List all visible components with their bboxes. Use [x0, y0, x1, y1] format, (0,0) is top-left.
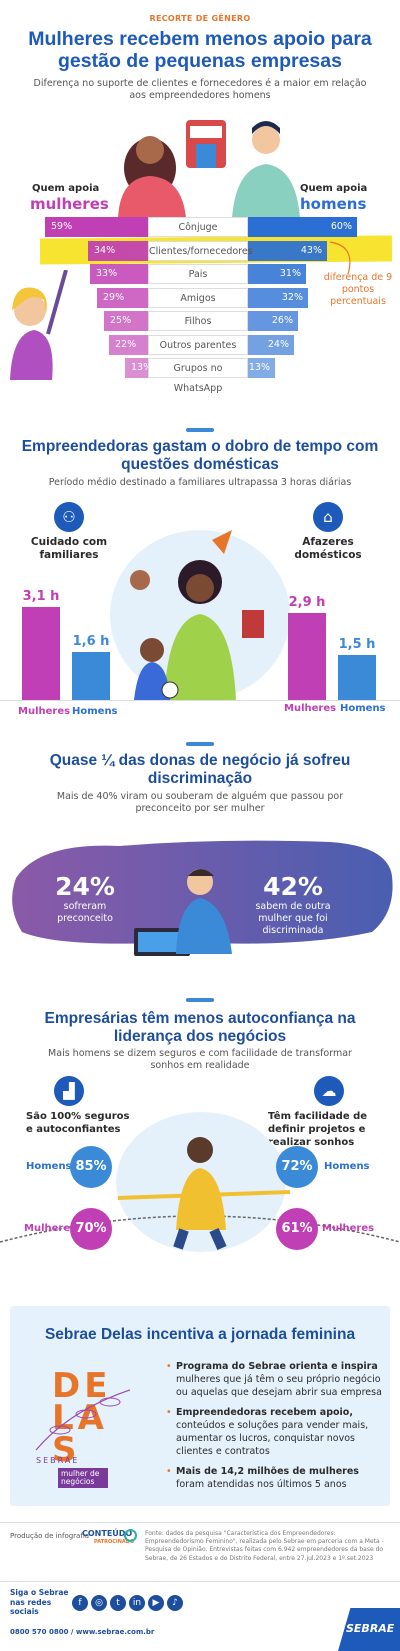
sebrae-logo[interactable]: SEBRAE	[346, 1622, 395, 1635]
tiktok-icon[interactable]: ♪	[167, 1595, 183, 1611]
social-links: f ◎ t in ▶ ♪	[72, 1590, 186, 1611]
tightrope-illustration	[0, 1137, 400, 1250]
footer-contact[interactable]: 0800 570 0800 / www.sebrae.com.br	[10, 1628, 155, 1636]
facebook-icon[interactable]: f	[72, 1595, 88, 1611]
discrimination-right-text: sabem de outra mulher que foi discrimina…	[255, 901, 331, 936]
family-care-icon: ⚇	[54, 502, 84, 532]
multitask-illustration	[130, 530, 264, 700]
confidence-women-left: 70%	[70, 1208, 112, 1250]
time-title: Empreendedoras gastam o dobro de tempo c…	[21, 438, 379, 473]
stairs-icon: ▟	[54, 1076, 84, 1106]
support-category-label: Pais	[148, 264, 248, 284]
confidence-women-right: 61%	[276, 1208, 318, 1250]
confidence-women-label-right: Mulheres	[322, 1223, 375, 1234]
footer-brand-sub: PATROCINADO	[94, 1539, 135, 1545]
page-title: Mulheres recebem menos apoio para gestão…	[28, 28, 372, 72]
idea-cloud-icon: ☁	[314, 1076, 344, 1106]
chores-women-bar	[288, 613, 326, 700]
support-category-label: Filhos	[148, 311, 248, 331]
confidence-men-label-left: Homens	[26, 1161, 72, 1172]
discrimination-right-value: 42%	[263, 872, 323, 901]
delas-title: Sebrae Delas incentiva a jornada feminin…	[44, 1326, 356, 1343]
delas-leaf-art	[35, 1389, 131, 1451]
footer-source: Fonte: dados da pesquisa "Característica…	[145, 1530, 384, 1562]
confidence-men-left: 85%	[70, 1146, 112, 1188]
instagram-icon[interactable]: ◎	[91, 1595, 107, 1611]
support-category-label: Amigos	[148, 288, 248, 308]
delas-logo-text: DELAS	[52, 1366, 112, 1470]
discrimination-subtitle: Mais de 40% viram ou souberam de alguém …	[56, 791, 344, 814]
confidence-right-title: Têm facilidade de definir projetos e rea…	[268, 1111, 368, 1148]
twitter-icon[interactable]: t	[110, 1595, 126, 1611]
confidence-left-title: São 100% seguros e autoconfiantes	[26, 1111, 130, 1135]
support-category-label: Grupos no WhatsApp	[148, 358, 248, 394]
footer-follow: Siga o Sebrae nas redes sociais	[10, 1588, 69, 1616]
care-men-bar-label: 1,6 h	[72, 634, 110, 649]
confidence-men-right: 72%	[276, 1146, 318, 1188]
men-label-1: Quem apoia	[300, 183, 368, 194]
discrimination-left-text: sofreram preconceito	[57, 901, 113, 924]
discrimination-left-value: 24%	[55, 872, 115, 901]
footer-production: Produção de infografia	[10, 1532, 90, 1540]
bullet-icon: •	[166, 1407, 172, 1418]
care-title: Cuidado com familiares	[30, 536, 108, 561]
chores-men-bar-label: 1,5 h	[338, 637, 376, 652]
footer-divider	[0, 1522, 400, 1523]
confidence-subtitle: Mais homens se dizem seguros e com facil…	[48, 1048, 352, 1071]
footer-divider-2	[0, 1581, 400, 1582]
care-women-label: Mulheres	[18, 706, 71, 717]
discrimination-band	[12, 840, 393, 956]
linkedin-icon[interactable]: in	[129, 1595, 145, 1611]
care-men-bar	[72, 652, 110, 700]
delas-bullet: • Mais de 14,2 milhões de mulheres foram …	[166, 1466, 359, 1490]
chores-women-label: Mulheres	[284, 703, 337, 714]
brand-circle-icon	[124, 1529, 137, 1542]
section-tag: RECORTE DE GÊNERO	[149, 14, 251, 23]
delas-bullet: • Empreendedoras recebem apoio, conteúdos…	[166, 1407, 369, 1457]
section-divider	[186, 998, 214, 1002]
confidence-women-label-left: Mulheres	[24, 1223, 77, 1234]
confidence-men-label-right: Homens	[324, 1161, 370, 1172]
section-divider	[186, 742, 214, 746]
delas-logo-brand: SEBRAE	[36, 1456, 80, 1465]
care-women-bar-label: 3,1 h	[22, 589, 60, 604]
house-icon: ⌂	[313, 502, 343, 532]
support-category-label: Outros parentes	[148, 335, 248, 355]
women-label-2: mulheres	[30, 195, 109, 213]
bullet-icon: •	[166, 1466, 172, 1477]
support-category-label: Clientes/fornecedores	[148, 241, 253, 261]
delas-bullet: • Programa do Sebrae orienta e inspira mu…	[166, 1361, 382, 1398]
confidence-title: Empresárias têm menos autoconfiança na l…	[44, 1010, 356, 1045]
chores-women-bar-label: 2,9 h	[288, 595, 326, 610]
delas-logo-tag: mulher de negócios	[58, 1468, 108, 1488]
note-arrow	[329, 241, 351, 275]
header-illustration	[118, 120, 300, 218]
chores-men-label: Homens	[340, 703, 386, 714]
section-divider	[186, 428, 214, 432]
footer-brand: CONTEÚDO	[82, 1529, 133, 1538]
page-subtitle: Diferença no suporte de clientes e forne…	[33, 78, 367, 101]
men-label-2: homens	[300, 195, 367, 213]
care-women-bar	[22, 607, 60, 700]
women-label-1: Quem apoia	[32, 183, 100, 194]
care-men-label: Homens	[72, 706, 118, 717]
chores-title: Afazeres domésticos	[294, 536, 362, 561]
bullet-icon: •	[166, 1361, 172, 1372]
support-category-label: Cônjuge	[148, 217, 248, 237]
youtube-icon[interactable]: ▶	[148, 1595, 164, 1611]
discrimination-title: Quase ¼ das donas de negócio já sofreu d…	[49, 752, 351, 787]
delas-bullet-list: • Programa do Sebrae orienta e inspira mu…	[166, 1360, 386, 1498]
difference-note: diferença de 9 pontos percentuais	[323, 272, 393, 307]
time-subtitle: Período médio destinado a familiares ult…	[48, 477, 352, 488]
girl-illustration	[10, 270, 68, 380]
chores-men-bar	[338, 655, 376, 700]
time-baseline	[0, 700, 400, 701]
